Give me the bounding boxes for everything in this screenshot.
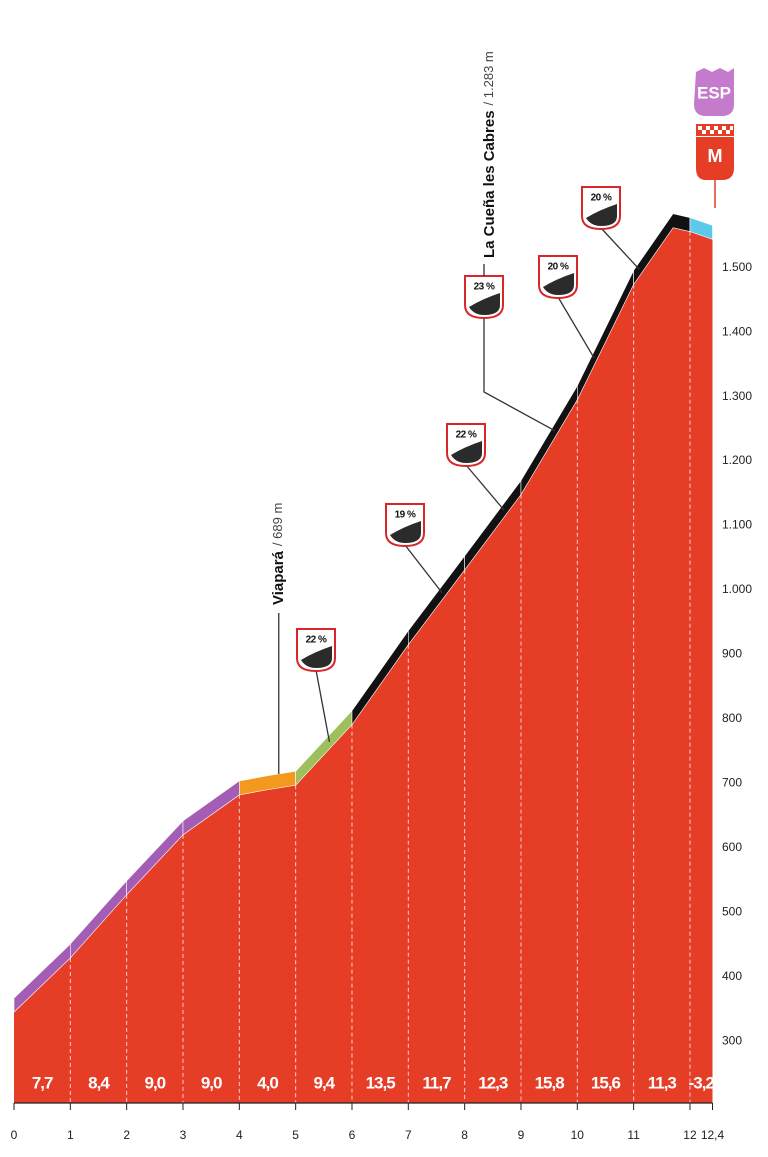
- ramp-label: 20 %: [548, 262, 569, 273]
- x-tick-label: 0: [11, 1128, 18, 1142]
- badge-text: ESP: [697, 83, 731, 102]
- x-tick-label: 3: [180, 1128, 187, 1142]
- ramp-label: 23 %: [474, 282, 495, 293]
- climb-label: Viapará / 689 m: [270, 503, 287, 605]
- y-tick-label: 800: [722, 711, 742, 725]
- ramp-leader: [483, 317, 556, 432]
- gradient-band: [689, 217, 713, 240]
- gradient-label: 15,6: [591, 1073, 621, 1092]
- ramp-label: 22 %: [456, 430, 477, 441]
- badge-shape: [696, 137, 734, 180]
- y-tick-label: 1.200: [722, 453, 752, 467]
- ramp-leader: [315, 669, 331, 743]
- ramp-label: 19 %: [395, 510, 416, 521]
- x-tick-label: 12: [683, 1128, 697, 1142]
- climb-name: Viapará: [270, 550, 287, 605]
- ramp-sign: 22 %: [446, 423, 505, 511]
- badge-text: M: [708, 146, 723, 166]
- y-tick-label: 1.400: [722, 324, 752, 338]
- ramp-sign: 20 %: [538, 255, 595, 359]
- elevation-area: [14, 227, 713, 1103]
- y-tick-label: 900: [722, 647, 742, 661]
- ramp-slope: [451, 441, 482, 463]
- gradient-label: -3,2: [689, 1073, 715, 1092]
- y-tick-label: 1.100: [722, 518, 752, 532]
- x-tick-label: 8: [461, 1128, 468, 1142]
- x-tick-label: 7: [405, 1128, 412, 1142]
- ramp-leader: [465, 464, 505, 511]
- x-tick-label: 2: [123, 1128, 130, 1142]
- gradient-label: 8,4: [88, 1073, 110, 1092]
- x-tick-label: 9: [518, 1128, 525, 1142]
- climb-name: La Cueña les Cabres: [481, 110, 498, 258]
- x-tick-label: 11: [627, 1128, 640, 1142]
- ramp-leader: [557, 296, 595, 359]
- gradient-label: 15,8: [535, 1073, 565, 1092]
- x-tick-label: 10: [571, 1128, 585, 1142]
- y-tick-label: 600: [722, 840, 742, 854]
- mountain-badge: M: [696, 124, 734, 208]
- y-tick-label: 300: [722, 1033, 742, 1047]
- gradient-label: 9,4: [313, 1073, 335, 1092]
- ramp-slope: [301, 646, 332, 668]
- ramp-label: 20 %: [591, 193, 612, 204]
- climb-label: La Cueña les Cabres / 1.283 m: [481, 51, 498, 258]
- gradient-label: 7,7: [32, 1073, 53, 1092]
- climb-detail: / 689 m: [270, 503, 285, 546]
- x-tick-label: 1: [67, 1128, 74, 1142]
- x-tick-label: 12,4: [701, 1128, 725, 1142]
- x-tick-label: 4: [236, 1128, 243, 1142]
- y-tick-label: 700: [722, 775, 742, 789]
- x-tick-label: 5: [292, 1128, 299, 1142]
- climb-detail: / 1.283 m: [481, 51, 496, 105]
- y-tick-label: 1.500: [722, 260, 752, 274]
- x-tick-label: 6: [349, 1128, 356, 1142]
- gradient-label: 4,0: [257, 1073, 278, 1092]
- gradient-label: 11,3: [648, 1073, 677, 1092]
- ramp-slope: [469, 293, 500, 315]
- ramp-sign: 23 %: [464, 275, 556, 432]
- ramp-leader: [600, 227, 640, 270]
- gradient-label: 9,0: [145, 1073, 166, 1092]
- ramp-label: 22 %: [306, 635, 327, 646]
- ramp-sign: 22 %: [296, 628, 336, 743]
- ramp-slope: [586, 204, 617, 226]
- checker-squares: [698, 126, 733, 134]
- ramp-sign: 19 %: [385, 503, 443, 594]
- y-tick-label: 1.000: [722, 582, 752, 596]
- ramp-leader: [404, 544, 443, 594]
- ramp-slope: [390, 521, 421, 543]
- ramp-slope: [543, 273, 574, 295]
- gradient-label: 9,0: [201, 1073, 222, 1092]
- y-tick-label: 400: [722, 969, 742, 983]
- gradient-label: 12,3: [478, 1073, 508, 1092]
- ramp-sign: 20 %: [581, 186, 640, 270]
- badge-shape: [694, 68, 734, 116]
- esp-badge: ESP: [694, 68, 734, 116]
- y-tick-label: 1.300: [722, 389, 752, 403]
- gradient-label: 11,7: [422, 1073, 451, 1092]
- y-tick-label: 500: [722, 904, 742, 918]
- gradient-label: 13,5: [366, 1073, 396, 1092]
